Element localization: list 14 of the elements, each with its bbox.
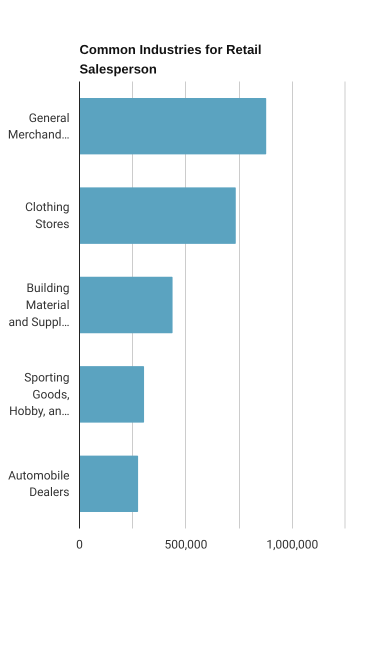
y-tick-label: General Merchand… [8,110,70,142]
y-tick-label: Sporting Goods, Hobby, an… [9,370,70,418]
bar [80,98,266,154]
bar [80,456,138,512]
y-tick-label: Building Material and Suppl… [8,281,70,329]
x-tick-label: 0 [76,538,84,552]
x-tick-label: 1,000,000 [266,538,319,552]
bar [80,187,236,244]
y-tick-label: Clothing Stores [25,200,70,231]
y-tick-label: Automobile Dealers [8,468,70,500]
bar [80,366,144,423]
bar [80,276,173,334]
x-tick-label: 500,000 [164,538,208,552]
chart-title: Common Industries for Retail Salesperson [80,42,262,76]
